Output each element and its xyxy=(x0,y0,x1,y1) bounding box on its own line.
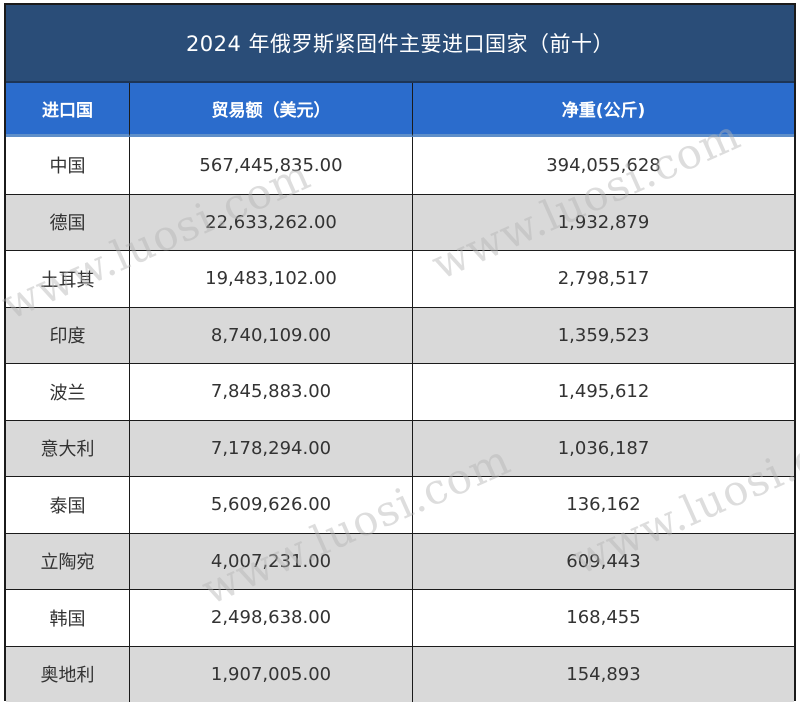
net-weight-cell: 1,036,187 xyxy=(412,419,794,476)
column-header-trade-value: 贸易额（美元） xyxy=(129,83,412,137)
table-title: 2024 年俄罗斯紧固件主要进口国家（前十） xyxy=(6,5,794,83)
trade-value-cell: 1,907,005.00 xyxy=(129,645,412,702)
net-weight-cell: 168,455 xyxy=(412,589,794,646)
table-grid: 进口国 贸易额（美元） 净重(公斤) 中国 567,445,835.00 394… xyxy=(6,83,794,702)
country-cell: 土耳其 xyxy=(6,250,129,307)
country-cell: 立陶宛 xyxy=(6,532,129,589)
country-cell: 德国 xyxy=(6,193,129,250)
country-cell: 波兰 xyxy=(6,363,129,420)
net-weight-cell: 154,893 xyxy=(412,645,794,702)
column-header-country: 进口国 xyxy=(6,83,129,137)
trade-value-cell: 7,178,294.00 xyxy=(129,419,412,476)
country-cell: 泰国 xyxy=(6,476,129,533)
trade-value-cell: 7,845,883.00 xyxy=(129,363,412,420)
net-weight-cell: 609,443 xyxy=(412,532,794,589)
country-cell: 意大利 xyxy=(6,419,129,476)
country-cell: 中国 xyxy=(6,137,129,194)
country-cell: 韩国 xyxy=(6,589,129,646)
net-weight-cell: 1,932,879 xyxy=(412,193,794,250)
trade-value-cell: 5,609,626.00 xyxy=(129,476,412,533)
trade-value-cell: 567,445,835.00 xyxy=(129,137,412,194)
net-weight-cell: 2,798,517 xyxy=(412,250,794,307)
trade-value-cell: 22,633,262.00 xyxy=(129,193,412,250)
net-weight-cell: 1,495,612 xyxy=(412,363,794,420)
trade-value-cell: 4,007,231.00 xyxy=(129,532,412,589)
trade-value-cell: 8,740,109.00 xyxy=(129,306,412,363)
country-cell: 印度 xyxy=(6,306,129,363)
column-header-net-weight: 净重(公斤) xyxy=(412,83,794,137)
import-table: 2024 年俄罗斯紧固件主要进口国家（前十） 进口国 贸易额（美元） 净重(公斤… xyxy=(4,3,796,702)
trade-value-cell: 2,498,638.00 xyxy=(129,589,412,646)
trade-value-cell: 19,483,102.00 xyxy=(129,250,412,307)
net-weight-cell: 1,359,523 xyxy=(412,306,794,363)
net-weight-cell: 394,055,628 xyxy=(412,137,794,194)
country-cell: 奥地利 xyxy=(6,645,129,702)
net-weight-cell: 136,162 xyxy=(412,476,794,533)
